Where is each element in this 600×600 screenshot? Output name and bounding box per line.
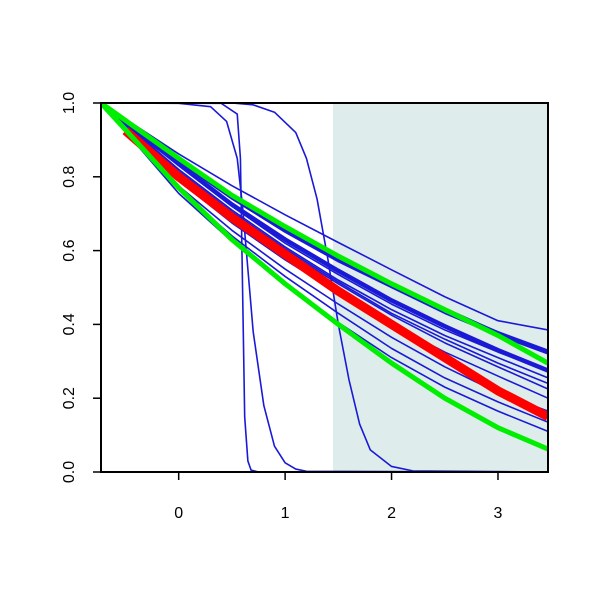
series-line-14 — [101, 103, 548, 373]
y-tick-label: 0.2 — [61, 387, 78, 409]
y-tick-label: 0.0 — [61, 461, 78, 483]
x-tick-label: 2 — [387, 505, 396, 522]
x-tick-label: 0 — [174, 505, 183, 522]
y-tick-label: 0.6 — [61, 239, 78, 261]
series-layer — [101, 103, 548, 472]
y-tick-label: 1.0 — [61, 92, 78, 114]
series-line-6 — [101, 103, 548, 379]
series-line-16 — [101, 103, 548, 472]
x-tick-label: 1 — [281, 505, 290, 522]
series-line-19 — [122, 127, 548, 421]
x-axis: 0 1 2 3 — [174, 472, 503, 522]
series-line-20 — [101, 103, 548, 452]
y-axis: 0.0 0.2 0.4 0.6 0.8 1.0 — [61, 92, 101, 483]
series-line-1 — [101, 103, 548, 331]
x-tick-label: 3 — [494, 505, 503, 522]
y-tick-label: 0.8 — [61, 166, 78, 188]
y-tick-label: 0.4 — [61, 313, 78, 335]
plot-frame — [100, 102, 549, 473]
series-line-17 — [101, 103, 548, 472]
series-line-18 — [101, 103, 548, 366]
